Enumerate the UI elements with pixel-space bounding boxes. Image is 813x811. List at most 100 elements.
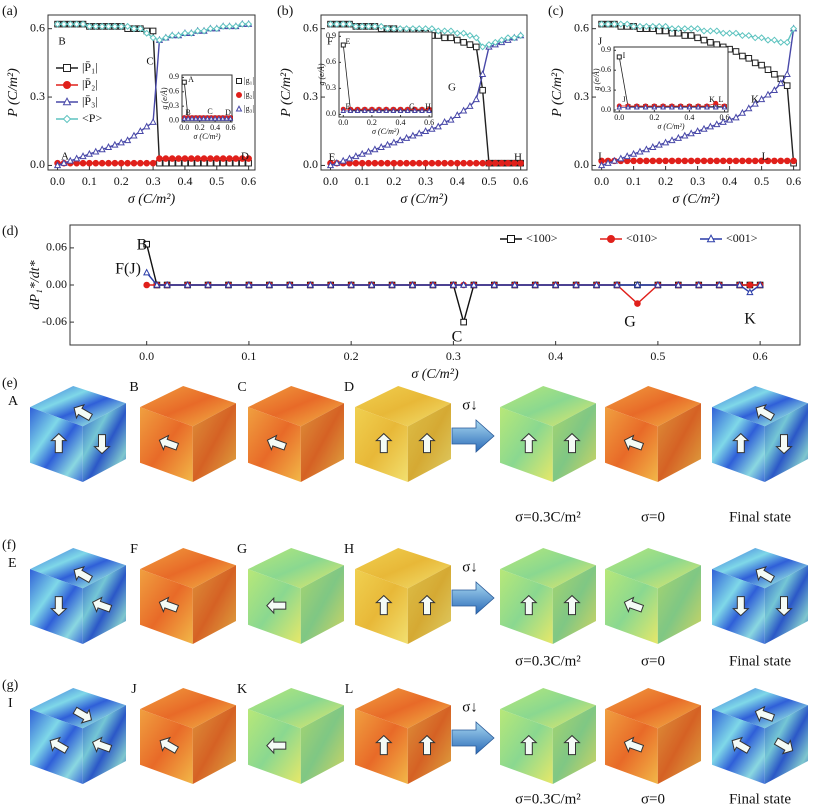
marker: [470, 280, 478, 288]
marker: [610, 156, 619, 164]
marker: [460, 159, 467, 167]
marker: [384, 25, 392, 33]
y-tick-label: 0.3: [169, 101, 179, 110]
marker: [770, 86, 779, 93]
marker: [204, 115, 211, 121]
marker: [713, 120, 721, 128]
legend-marker: [63, 64, 71, 72]
marker: [662, 22, 670, 30]
marker: [651, 104, 658, 110]
marker: [226, 22, 234, 30]
x-tick-label: 0.6: [753, 349, 768, 363]
marker: [746, 281, 754, 289]
marker: [245, 20, 253, 28]
marker: [358, 149, 366, 157]
x-axis-label: σ (C/m²): [128, 192, 176, 207]
state-caption: σ=0.3C/m²: [515, 791, 581, 807]
marker: [92, 147, 100, 155]
marker: [130, 25, 138, 33]
marker: [426, 107, 432, 114]
marker: [213, 25, 221, 33]
domain-arrow: [418, 594, 436, 616]
point-label: I: [598, 151, 602, 163]
legend-label: <100>: [526, 231, 558, 245]
x-tick-label: 0.6: [786, 174, 801, 188]
marker: [447, 115, 455, 123]
domain-arrow: [563, 594, 581, 616]
marker: [388, 280, 396, 288]
state-label: K: [237, 682, 247, 697]
domain-arrow: [375, 432, 393, 454]
marker: [194, 27, 202, 35]
marker: [460, 29, 468, 37]
marker: [163, 280, 171, 288]
marker: [383, 107, 390, 114]
marker: [517, 32, 525, 40]
marker: [686, 104, 693, 110]
marker: [73, 20, 81, 28]
marker: [597, 161, 606, 169]
marker: [232, 22, 240, 30]
marker: [623, 20, 631, 28]
marker: [790, 157, 797, 165]
domain-arrow: [93, 434, 111, 455]
marker: [681, 25, 689, 33]
marker: [390, 138, 398, 146]
y-axis-label: dP₁*/dt*: [28, 260, 43, 309]
y-axis-label: P (C/m²): [550, 68, 565, 118]
marker: [758, 157, 765, 165]
marker: [517, 159, 524, 167]
marker: [504, 34, 512, 42]
marker: [155, 36, 163, 44]
x-tick-label: 0.0: [50, 174, 65, 188]
marker: [422, 159, 429, 167]
marker: [327, 20, 335, 28]
point-label: G: [624, 314, 636, 331]
marker: [428, 124, 436, 132]
x-tick-label: 0.2: [386, 174, 401, 188]
legend-label: <001>: [726, 231, 758, 245]
domain-arrow: [563, 432, 581, 454]
marker: [390, 25, 398, 33]
series-line: [146, 272, 761, 294]
marker: [552, 280, 560, 288]
cube-right: [192, 705, 236, 784]
marker: [371, 159, 379, 167]
marker: [53, 161, 62, 169]
marker: [156, 155, 163, 162]
marker: [453, 36, 461, 44]
marker: [434, 122, 442, 130]
point-label: E: [346, 37, 351, 46]
legend-label: |g₂|: [244, 90, 254, 99]
marker: [187, 29, 195, 37]
marker: [783, 157, 791, 165]
state-caption: σ=0: [641, 509, 665, 525]
domain-arrow: [72, 706, 93, 724]
marker: [447, 27, 455, 35]
x-axis-label: σ (C/m²): [672, 192, 720, 207]
marker: [412, 107, 418, 114]
cube-shade: [192, 403, 236, 482]
marker: [143, 268, 151, 276]
marker: [642, 22, 650, 30]
marker: [756, 280, 764, 288]
marker: [137, 159, 144, 167]
marker: [472, 43, 480, 51]
state-caption: Final state: [729, 509, 791, 525]
x-tick-label: 0.3: [146, 174, 161, 188]
domain-arrow: [775, 596, 793, 617]
marker: [694, 34, 701, 42]
marker: [630, 22, 638, 30]
x-tick-label: 0.6: [719, 113, 729, 122]
state-label: I: [8, 696, 13, 711]
y-tick-label: -0.06: [42, 314, 67, 328]
marker: [459, 280, 468, 288]
marker: [396, 159, 404, 167]
marker: [694, 157, 701, 165]
marker: [783, 38, 791, 46]
marker: [345, 154, 354, 162]
y-tick-label: 0.6: [574, 20, 589, 34]
marker: [721, 104, 728, 110]
marker: [681, 157, 689, 165]
